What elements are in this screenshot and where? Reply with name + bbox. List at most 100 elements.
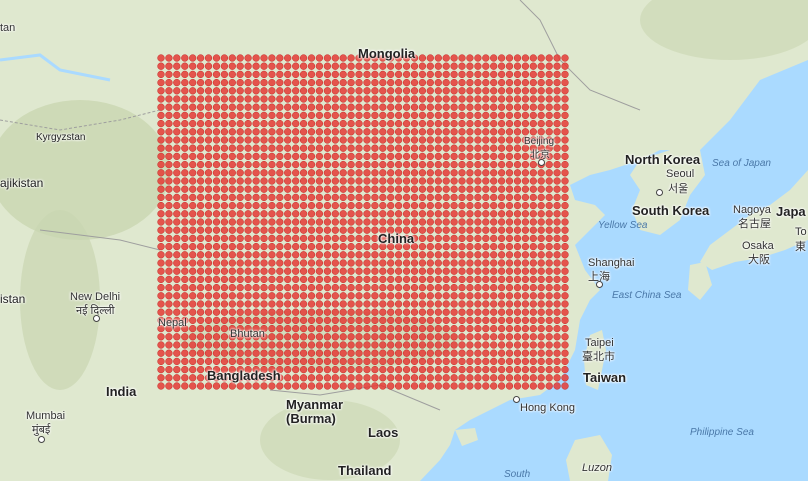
grid-marker[interactable] [307, 365, 316, 374]
grid-marker[interactable] [252, 177, 260, 185]
grid-marker[interactable] [189, 62, 197, 70]
grid-marker[interactable] [173, 308, 181, 316]
grid-marker[interactable] [331, 292, 339, 300]
grid-marker[interactable] [513, 275, 522, 284]
grid-marker[interactable] [529, 275, 537, 284]
grid-marker[interactable] [268, 349, 276, 357]
grid-marker[interactable] [442, 324, 450, 333]
grid-marker[interactable] [410, 300, 419, 308]
grid-marker[interactable] [482, 78, 490, 87]
grid-marker[interactable] [379, 185, 387, 193]
grid-marker[interactable] [260, 308, 268, 316]
grid-marker[interactable] [244, 128, 252, 136]
grid-marker[interactable] [347, 128, 355, 136]
grid-marker[interactable] [315, 210, 324, 218]
grid-marker[interactable] [387, 193, 395, 202]
grid-marker[interactable] [244, 201, 252, 210]
grid-marker[interactable] [260, 185, 268, 193]
grid-marker[interactable] [347, 103, 355, 111]
grid-marker[interactable] [394, 316, 403, 325]
grid-marker[interactable] [252, 62, 260, 70]
grid-marker[interactable] [490, 119, 498, 128]
grid-marker[interactable] [244, 210, 252, 218]
grid-marker[interactable] [497, 103, 506, 111]
grid-marker[interactable] [394, 300, 403, 308]
grid-marker[interactable] [545, 316, 553, 325]
grid-marker[interactable] [189, 70, 197, 79]
grid-marker[interactable] [307, 242, 316, 251]
grid-marker[interactable] [497, 267, 506, 275]
grid-marker[interactable] [482, 259, 490, 267]
grid-marker[interactable] [323, 242, 332, 251]
grid-marker[interactable] [284, 316, 292, 325]
grid-marker[interactable] [474, 177, 482, 185]
grid-marker[interactable] [276, 160, 284, 169]
grid-marker[interactable] [347, 234, 355, 243]
grid-marker[interactable] [434, 365, 442, 374]
grid-marker[interactable] [228, 54, 236, 62]
grid-marker[interactable] [165, 308, 173, 316]
grid-marker[interactable] [260, 365, 268, 374]
grid-marker[interactable] [482, 226, 490, 234]
grid-marker[interactable] [426, 78, 434, 87]
grid-marker[interactable] [553, 119, 561, 128]
grid-marker[interactable] [363, 349, 371, 357]
grid-marker[interactable] [323, 62, 332, 70]
grid-marker[interactable] [490, 185, 498, 193]
grid-marker[interactable] [529, 78, 537, 87]
grid-marker[interactable] [466, 374, 474, 382]
grid-marker[interactable] [189, 160, 197, 169]
grid-marker[interactable] [157, 242, 165, 251]
grid-marker[interactable] [165, 218, 173, 226]
grid-marker[interactable] [212, 128, 221, 136]
grid-marker[interactable] [379, 365, 387, 374]
grid-marker[interactable] [387, 226, 395, 234]
grid-marker[interactable] [228, 234, 236, 243]
grid-marker[interactable] [252, 111, 260, 120]
grid-marker[interactable] [387, 365, 395, 374]
grid-marker[interactable] [244, 185, 252, 193]
grid-marker[interactable] [307, 70, 316, 79]
grid-marker[interactable] [474, 349, 482, 357]
grid-marker[interactable] [292, 324, 300, 333]
grid-marker[interactable] [173, 177, 181, 185]
grid-marker[interactable] [553, 210, 561, 218]
grid-marker[interactable] [426, 324, 434, 333]
grid-marker[interactable] [299, 300, 308, 308]
grid-marker[interactable] [307, 185, 316, 193]
grid-marker[interactable] [513, 300, 522, 308]
grid-marker[interactable] [260, 193, 268, 202]
grid-marker[interactable] [450, 275, 458, 284]
grid-marker[interactable] [299, 136, 308, 144]
grid-marker[interactable] [284, 218, 292, 226]
grid-marker[interactable] [363, 152, 371, 161]
grid-marker[interactable] [212, 275, 221, 284]
grid-marker[interactable] [418, 62, 427, 70]
grid-marker[interactable] [371, 136, 379, 144]
grid-marker[interactable] [252, 169, 260, 177]
grid-marker[interactable] [497, 324, 506, 333]
grid-marker[interactable] [442, 333, 450, 341]
grid-marker[interactable] [379, 292, 387, 300]
grid-marker[interactable] [355, 292, 363, 300]
grid-marker[interactable] [371, 316, 379, 325]
grid-marker[interactable] [331, 218, 339, 226]
grid-marker[interactable] [339, 54, 347, 62]
grid-marker[interactable] [379, 160, 387, 169]
grid-marker[interactable] [521, 308, 530, 316]
grid-marker[interactable] [299, 193, 308, 202]
grid-marker[interactable] [307, 144, 316, 152]
grid-marker[interactable] [363, 128, 371, 136]
grid-marker[interactable] [276, 283, 284, 292]
grid-marker[interactable] [521, 169, 530, 177]
grid-marker[interactable] [387, 210, 395, 218]
grid-marker[interactable] [260, 111, 268, 120]
grid-marker[interactable] [545, 160, 553, 169]
grid-marker[interactable] [426, 300, 434, 308]
grid-marker[interactable] [410, 95, 419, 103]
grid-marker[interactable] [347, 349, 355, 357]
grid-marker[interactable] [189, 292, 197, 300]
grid-marker[interactable] [521, 292, 530, 300]
grid-marker[interactable] [410, 357, 419, 366]
grid-marker[interactable] [466, 365, 474, 374]
